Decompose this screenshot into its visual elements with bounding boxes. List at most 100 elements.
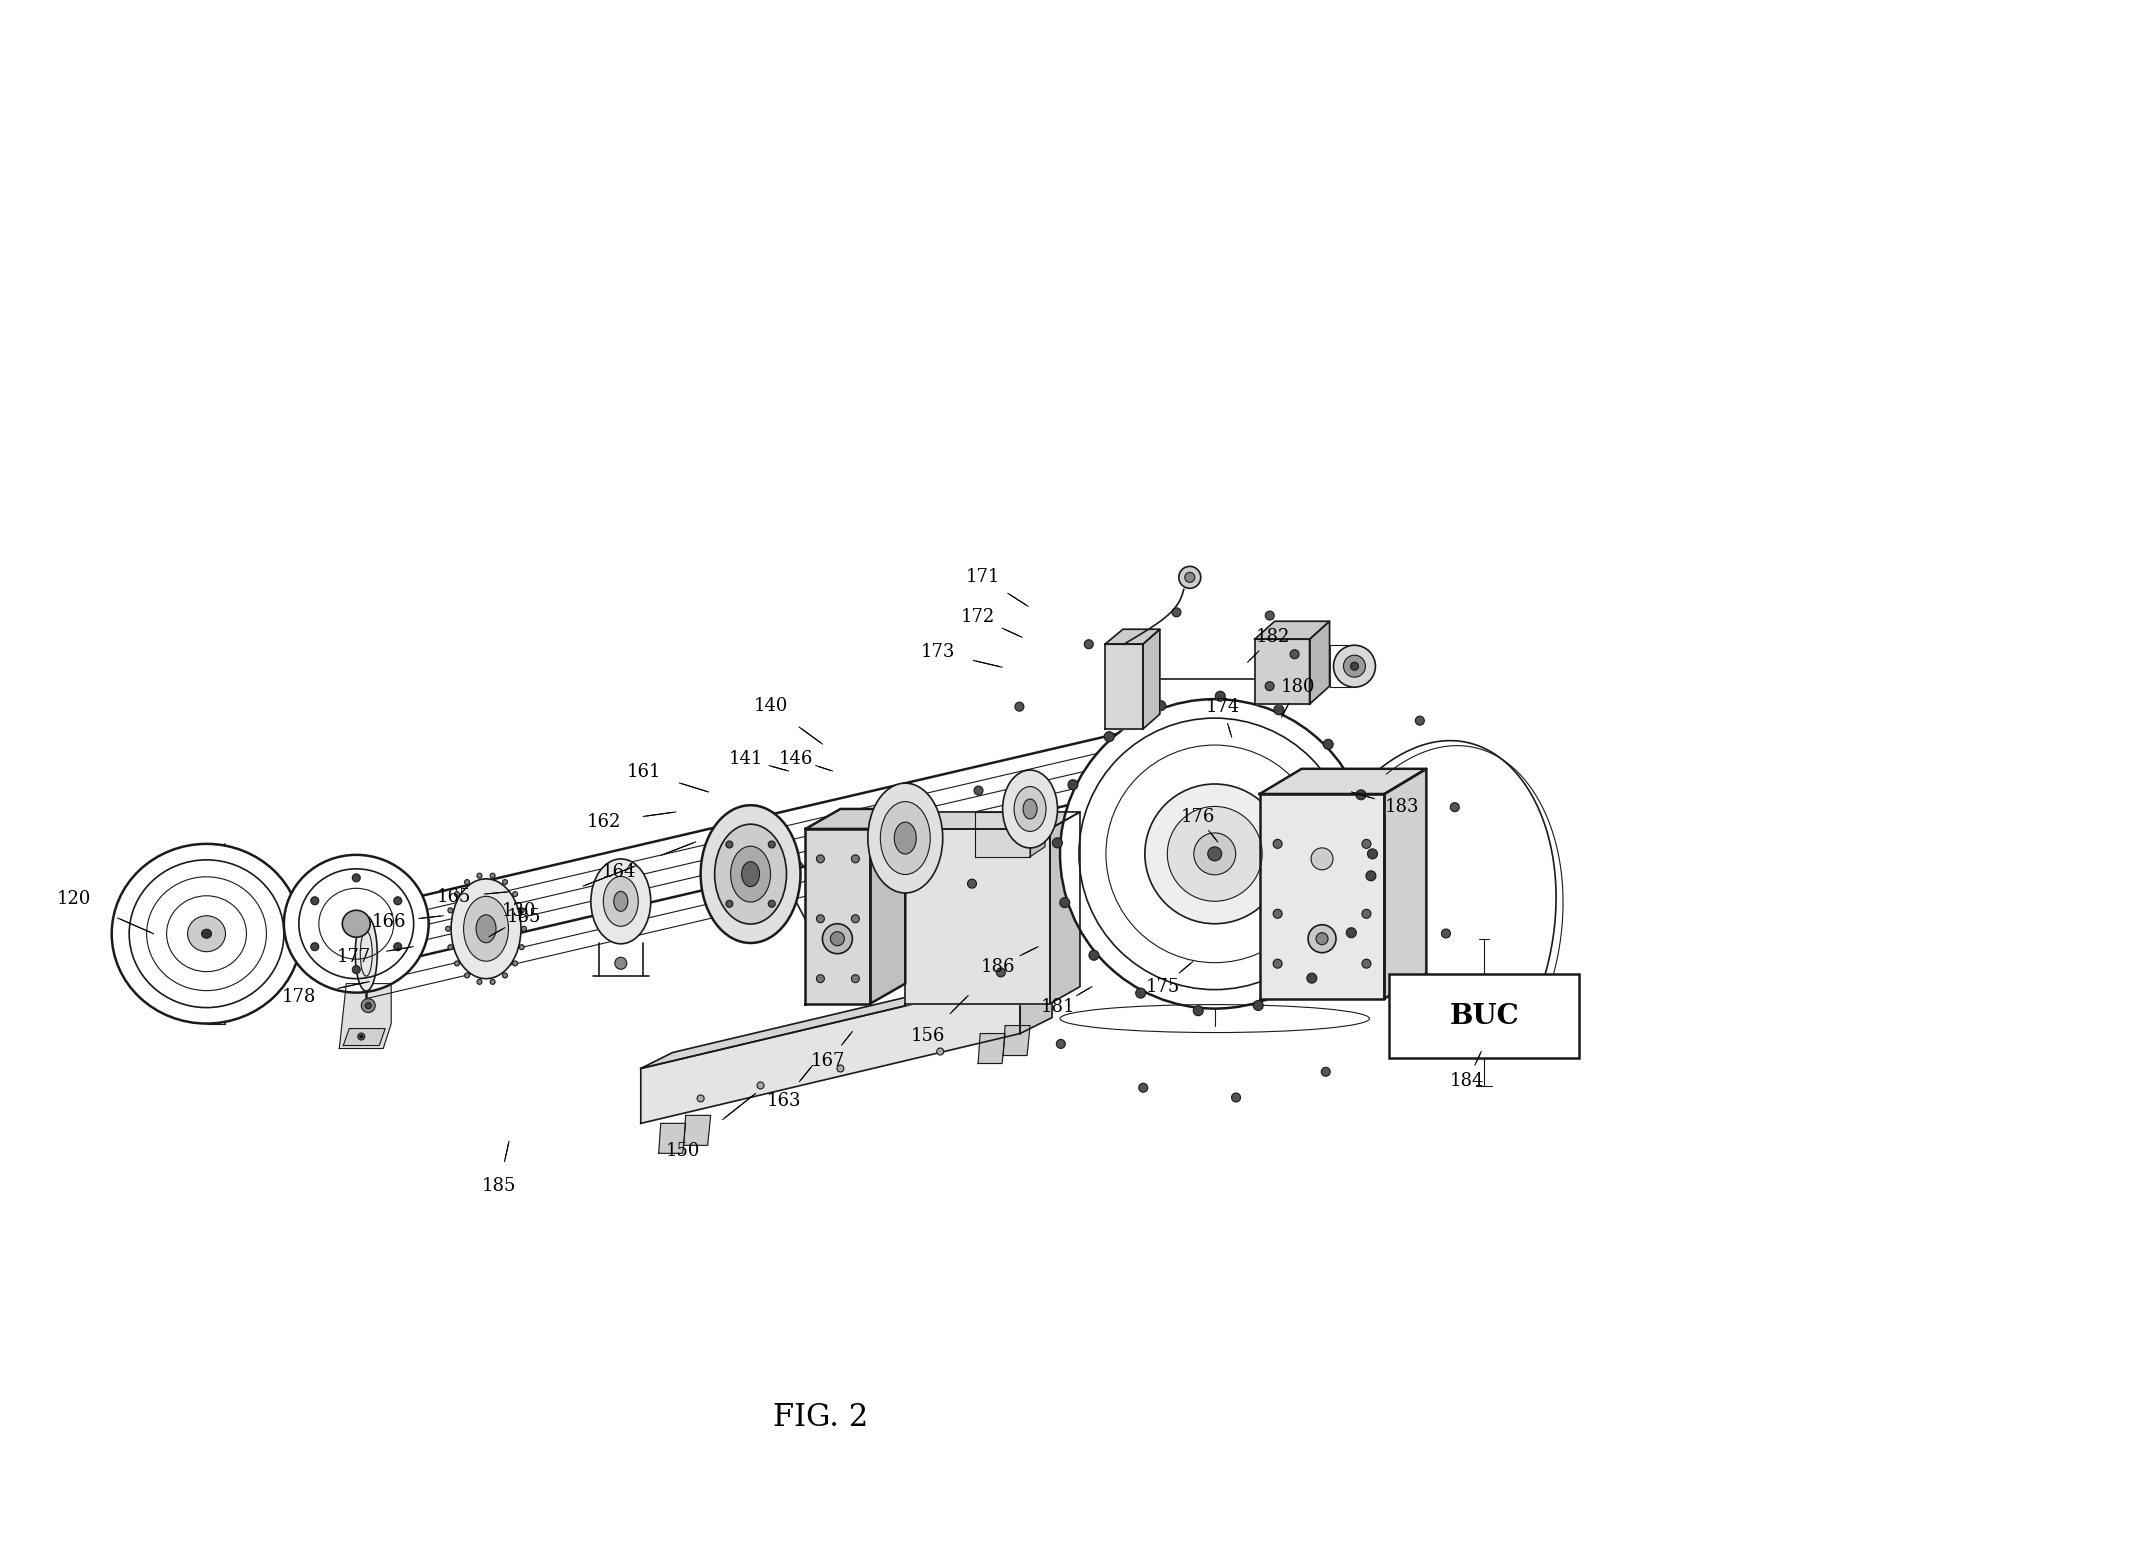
Polygon shape: [976, 811, 1029, 856]
Ellipse shape: [614, 892, 629, 911]
Ellipse shape: [188, 915, 226, 951]
Polygon shape: [1311, 622, 1330, 704]
Polygon shape: [658, 1124, 686, 1153]
Ellipse shape: [520, 945, 524, 949]
Ellipse shape: [831, 932, 844, 946]
Text: 167: 167: [812, 1052, 846, 1071]
Ellipse shape: [1311, 848, 1334, 870]
Ellipse shape: [895, 822, 916, 855]
Ellipse shape: [1317, 932, 1328, 945]
Text: 165: 165: [437, 887, 471, 906]
Ellipse shape: [997, 968, 1006, 977]
Ellipse shape: [769, 900, 776, 908]
Ellipse shape: [1415, 716, 1424, 726]
Ellipse shape: [522, 926, 526, 931]
Text: BUC: BUC: [1449, 1002, 1519, 1030]
Ellipse shape: [1368, 848, 1377, 859]
Ellipse shape: [1059, 699, 1370, 1009]
Text: 173: 173: [921, 643, 955, 660]
Polygon shape: [641, 979, 1021, 1124]
Ellipse shape: [701, 805, 801, 943]
Ellipse shape: [465, 973, 469, 977]
Polygon shape: [1385, 769, 1426, 999]
Ellipse shape: [1232, 1092, 1240, 1102]
Ellipse shape: [1451, 803, 1460, 811]
Ellipse shape: [1253, 1001, 1264, 1010]
Polygon shape: [1255, 622, 1330, 639]
Ellipse shape: [1266, 611, 1274, 620]
Text: 184: 184: [1449, 1072, 1485, 1091]
Ellipse shape: [1272, 959, 1283, 968]
Text: 175: 175: [1146, 977, 1181, 996]
Polygon shape: [806, 810, 906, 828]
Ellipse shape: [697, 1096, 703, 1102]
Text: 172: 172: [961, 608, 995, 626]
Ellipse shape: [1272, 839, 1283, 848]
Ellipse shape: [445, 926, 450, 931]
Text: 186: 186: [980, 957, 1014, 976]
Ellipse shape: [1014, 786, 1046, 831]
Polygon shape: [978, 1033, 1006, 1063]
Bar: [1389, 974, 1579, 1058]
Polygon shape: [1106, 645, 1142, 729]
Ellipse shape: [1362, 839, 1370, 848]
Ellipse shape: [967, 880, 976, 889]
Text: 180: 180: [1281, 678, 1315, 696]
Text: 164: 164: [601, 862, 635, 881]
Text: 171: 171: [965, 569, 999, 586]
Ellipse shape: [1085, 640, 1093, 648]
Text: 162: 162: [586, 813, 620, 831]
Ellipse shape: [356, 917, 377, 991]
Ellipse shape: [1185, 572, 1195, 583]
Ellipse shape: [769, 841, 776, 848]
Ellipse shape: [475, 915, 497, 943]
Ellipse shape: [202, 929, 211, 939]
Ellipse shape: [1308, 925, 1336, 953]
Ellipse shape: [394, 897, 403, 904]
Text: 150: 150: [665, 1142, 699, 1161]
Polygon shape: [1255, 639, 1311, 704]
Text: 140: 140: [754, 698, 788, 715]
Polygon shape: [906, 828, 1051, 1004]
Ellipse shape: [1089, 949, 1100, 960]
Text: 146: 146: [778, 751, 812, 768]
Ellipse shape: [465, 897, 509, 962]
Ellipse shape: [1362, 909, 1370, 918]
Ellipse shape: [477, 979, 482, 984]
Ellipse shape: [1172, 608, 1181, 617]
Ellipse shape: [1323, 740, 1334, 749]
Ellipse shape: [1215, 692, 1225, 701]
Ellipse shape: [343, 911, 371, 937]
Ellipse shape: [1362, 959, 1370, 968]
Polygon shape: [869, 810, 906, 1004]
Ellipse shape: [1266, 682, 1274, 690]
Polygon shape: [1021, 962, 1053, 1033]
Ellipse shape: [938, 1047, 944, 1055]
Polygon shape: [906, 811, 1080, 828]
Polygon shape: [1142, 629, 1159, 729]
Ellipse shape: [823, 923, 852, 954]
Ellipse shape: [514, 892, 518, 897]
Ellipse shape: [362, 999, 375, 1013]
Polygon shape: [1259, 769, 1426, 794]
Ellipse shape: [714, 824, 786, 925]
Ellipse shape: [727, 900, 733, 908]
Ellipse shape: [757, 1082, 765, 1089]
Ellipse shape: [1168, 807, 1262, 901]
Ellipse shape: [1321, 1068, 1330, 1077]
Ellipse shape: [727, 841, 733, 848]
Text: 156: 156: [912, 1027, 946, 1044]
Ellipse shape: [352, 873, 360, 881]
Text: 185: 185: [482, 1178, 516, 1195]
Ellipse shape: [1068, 780, 1078, 789]
Polygon shape: [1106, 629, 1159, 645]
Ellipse shape: [1334, 645, 1374, 687]
Ellipse shape: [852, 974, 859, 982]
Ellipse shape: [1193, 1005, 1204, 1016]
Ellipse shape: [514, 960, 518, 967]
Ellipse shape: [1306, 973, 1317, 984]
Ellipse shape: [448, 908, 454, 912]
Ellipse shape: [1396, 1010, 1404, 1019]
Ellipse shape: [503, 973, 507, 977]
Text: 174: 174: [1206, 698, 1240, 716]
